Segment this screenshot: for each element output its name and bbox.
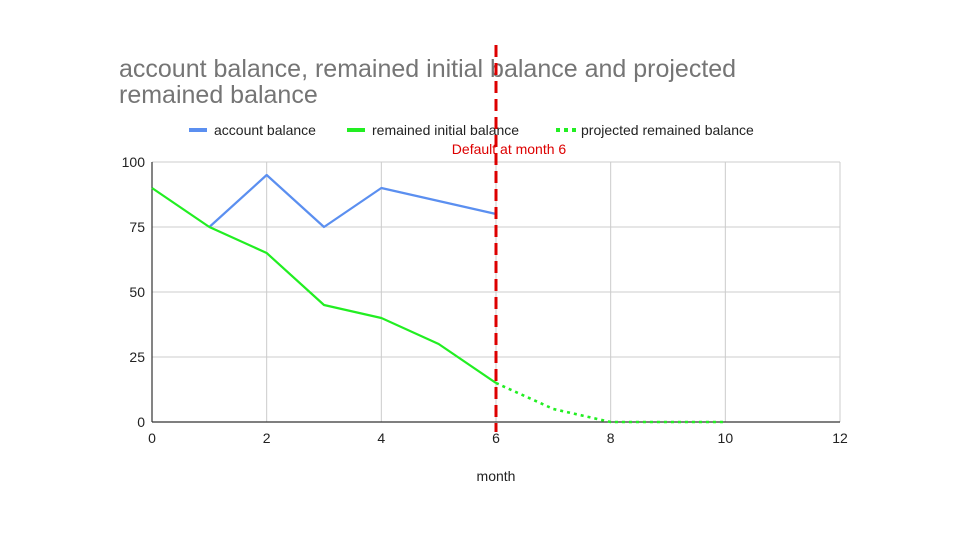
y-tick-label: 75 — [129, 219, 145, 235]
x-tick-label: 0 — [148, 430, 156, 446]
series-line-1 — [151, 187, 497, 384]
y-tick-label: 25 — [129, 349, 145, 365]
y-tick-label: 50 — [129, 284, 145, 300]
legend-label-2: projected remained balance — [581, 122, 754, 138]
x-tick-label: 12 — [832, 430, 848, 446]
x-tick-label: 2 — [263, 430, 271, 446]
x-axis-label: month — [477, 468, 516, 484]
y-tick-label: 0 — [137, 414, 145, 430]
series-layer — [151, 173, 726, 424]
x-tick-label: 4 — [377, 430, 385, 446]
x-tick-label: 8 — [607, 430, 615, 446]
tick-labels: 0 2 4 6 8 10 12 0 25 50 75 100 — [122, 154, 848, 446]
chart-title-line-1: account balance, remained initial balanc… — [119, 55, 736, 83]
series-line-2 — [495, 381, 726, 424]
legend-swatch-2 — [556, 128, 560, 132]
series-line-0 — [208, 173, 497, 229]
legend: account balance remained initial balance p… — [189, 122, 754, 138]
axes — [151, 162, 840, 423]
x-tick-label: 10 — [718, 430, 734, 446]
x-tick-label: 6 — [492, 430, 500, 446]
chart-title-line-2: remained balance — [119, 81, 318, 109]
y-tick-label: 100 — [122, 154, 146, 170]
legend-label-0: account balance — [214, 122, 316, 138]
legend-swatch-2 — [564, 128, 568, 132]
legend-label-1: remained initial balance — [372, 122, 519, 138]
annotation-label: Default at month 6 — [452, 141, 567, 157]
annotation: Default at month 6 — [452, 45, 567, 432]
legend-swatch-2 — [572, 128, 576, 132]
